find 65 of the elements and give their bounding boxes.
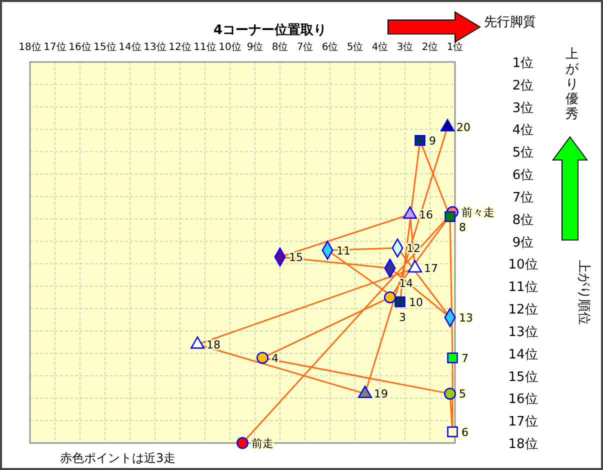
point	[444, 211, 456, 222]
annotation: 19	[374, 388, 388, 401]
y-tick-label: 5位	[512, 146, 534, 161]
y-tick-label: 18位	[508, 437, 538, 452]
point	[414, 135, 426, 146]
point	[394, 296, 406, 308]
x-tick-label: 2位	[422, 41, 438, 53]
y-tick-label: 16位	[508, 392, 538, 408]
x-tick-label: 15位	[94, 41, 116, 53]
x-tick-label: 3位	[396, 41, 414, 53]
y-tick-label: 8位	[512, 212, 534, 228]
y-tick-label: 15位	[508, 370, 538, 385]
text: 先行脚質	[484, 15, 536, 30]
y-tick-label: 4位	[512, 123, 534, 138]
x-tick-label: 9位	[246, 41, 264, 53]
y-tick-label: 2位	[512, 78, 534, 94]
annotation: 5	[459, 388, 466, 401]
y-tick-label: 11位	[508, 280, 538, 296]
y-tick-label: 1位	[512, 56, 534, 71]
annotation: 16	[419, 208, 433, 222]
y-tick-label: 3位	[512, 100, 534, 116]
y-tick-label: 6位	[512, 168, 534, 184]
y-tick-label: 10位	[508, 258, 538, 273]
x-tick-label: 7位	[296, 41, 314, 53]
y-tick-label: 7位	[512, 190, 534, 206]
point	[444, 388, 456, 400]
x-tick-label: 1位	[446, 41, 464, 53]
x-tick-label: 13位	[144, 41, 166, 53]
point	[447, 352, 458, 364]
text: 上がり優秀	[566, 47, 580, 122]
annotation: 前走	[252, 437, 274, 450]
point	[256, 352, 268, 364]
y-tick-label: 12位	[508, 302, 538, 318]
x-tick-label: 18位	[18, 41, 42, 53]
x-tick-label: 10位	[218, 41, 242, 53]
annotation: 9	[429, 134, 436, 148]
annotation: 18	[206, 338, 220, 352]
annotation: 17	[424, 262, 438, 276]
annotation: 13	[459, 311, 473, 324]
annotation: 前々走	[462, 206, 494, 220]
y-axis-title: 上がり順位	[576, 260, 591, 325]
annotation: 3	[399, 310, 406, 324]
x-tick-label: 8位	[272, 41, 288, 53]
annotation: 10	[409, 296, 423, 309]
x-tick-label: 17位	[44, 41, 66, 53]
chart-title: 4コーナー位置取り	[213, 23, 327, 38]
y-tick-label: 13位	[508, 324, 538, 340]
annotation: 20	[456, 120, 470, 134]
y-tick-label: 9位	[512, 235, 534, 250]
annotation: 6	[462, 426, 468, 439]
x-tick-label: 5位	[346, 41, 364, 53]
x-tick-label: 16位	[68, 41, 92, 53]
y-tick-label: 14位	[508, 347, 538, 362]
x-tick-label: 12位	[168, 41, 192, 53]
point	[447, 426, 458, 438]
annotation: 7	[462, 352, 468, 365]
y-tick-label: 17位	[508, 414, 538, 430]
x-tick-label: 6位	[322, 41, 338, 53]
text: 赤色ポイントは近3走	[60, 451, 176, 465]
point	[236, 437, 248, 449]
annotation: 8	[459, 221, 466, 234]
x-tick-label: 14位	[118, 41, 142, 53]
x-tick-label: 11位	[194, 41, 216, 53]
x-tick-label: 4位	[372, 41, 388, 53]
point	[384, 291, 396, 304]
